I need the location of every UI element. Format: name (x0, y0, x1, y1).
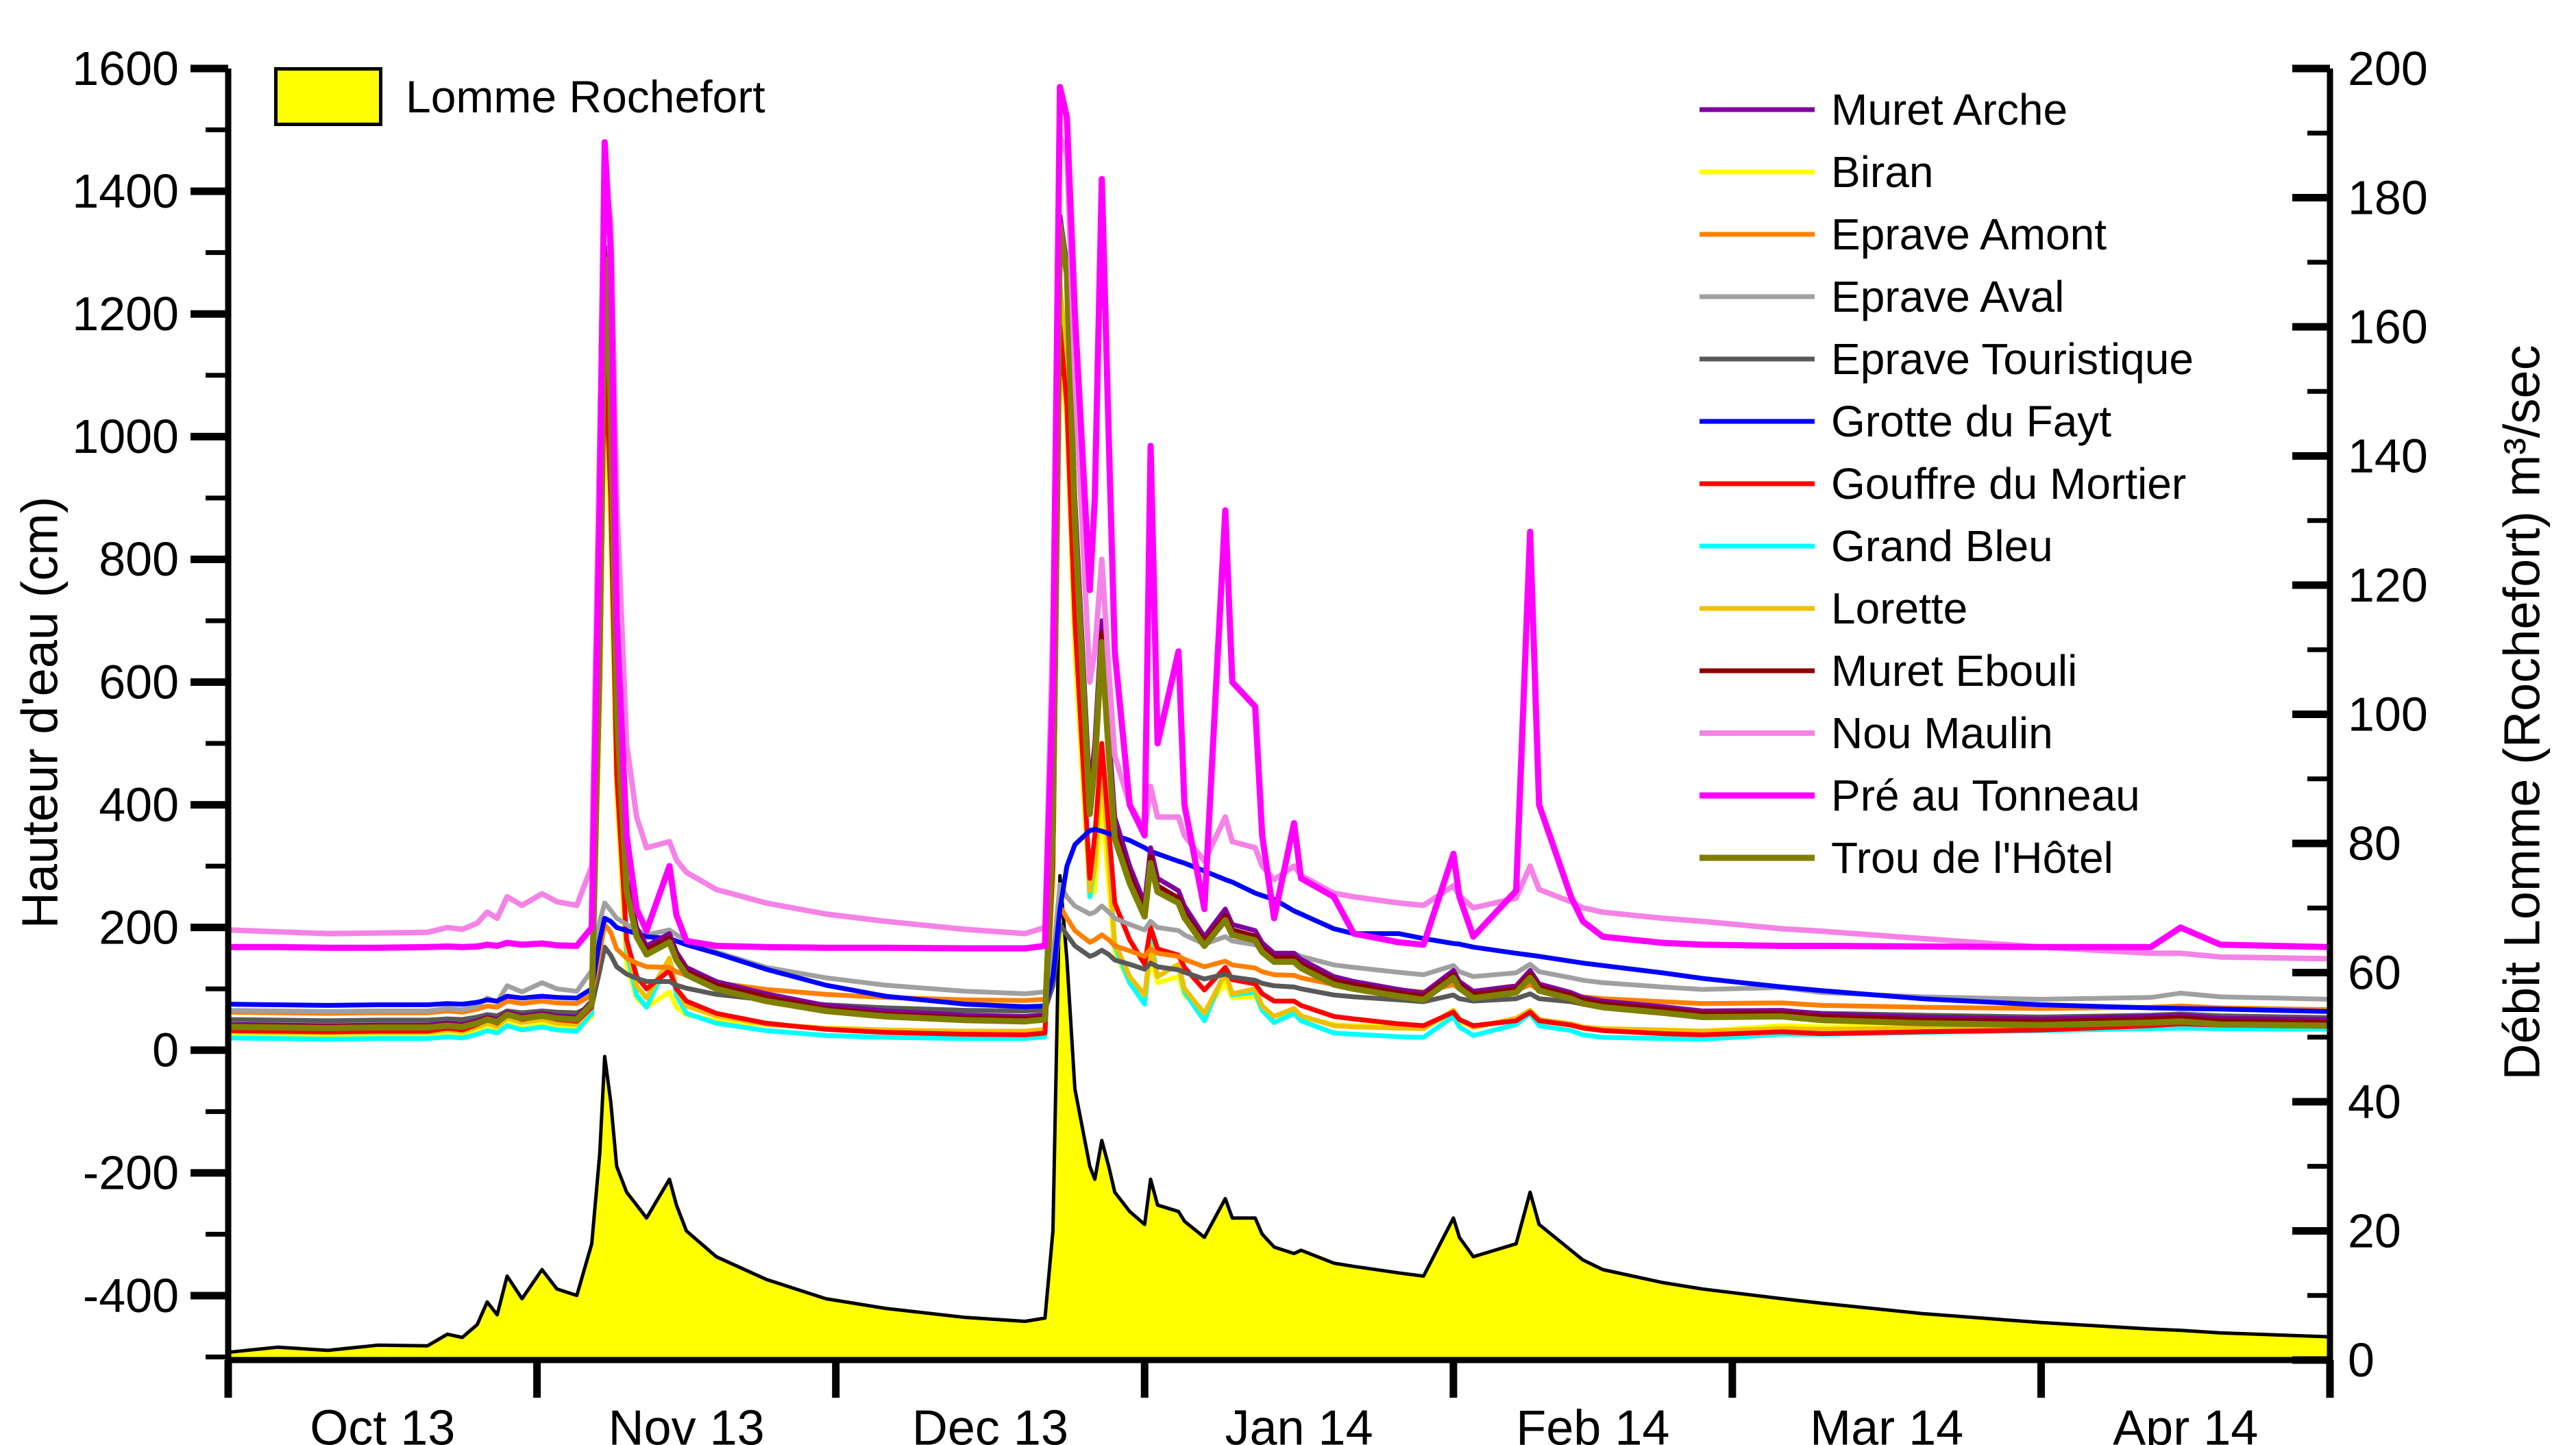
line-legend: Muret Arche Biran Eprave Amont Eprave Aval E… (1700, 85, 2194, 882)
x-axis-ticks: Oct 13 Nov 13 Dec 13 Jan 14 Feb 14 Mar 14 Apr … (224, 1360, 2334, 1445)
area-legend-swatch (274, 67, 382, 126)
y-right-tick-label: 80 (2348, 817, 2401, 870)
area-legend: Lomme Rochefort (274, 67, 765, 126)
y-right-tick-label: 200 (2348, 42, 2428, 95)
series-line-nou-maulin (225, 133, 2333, 962)
legend-item-grand-bleu: Grand Bleu (1700, 521, 2053, 571)
discharge-outline (228, 874, 2331, 1355)
x-axis-month-label: Dec 13 (912, 1400, 1068, 1445)
y-right-tick-label: 180 (2348, 171, 2428, 224)
x-axis-month-label: Mar 14 (1810, 1400, 1963, 1445)
x-axis-month-label: Feb 14 (1516, 1400, 1669, 1445)
legend-item-label: Nou Maulin (1831, 708, 2053, 758)
discharge-area (228, 876, 2330, 1360)
y-left-tick-label: -400 (83, 1269, 179, 1322)
series-line-pr-au-tonneau (225, 84, 2333, 952)
legend-item-label: Grotte du Fayt (1831, 397, 2111, 446)
legend-item-nou-maulin: Nou Maulin (1700, 708, 2053, 758)
legend-item-label: Eprave Touristique (1831, 334, 2194, 384)
y-left-tick-label: -200 (83, 1146, 179, 1200)
y-left-tick-label: 1600 (72, 42, 179, 95)
legend-item-eprave-touristique: Eprave Touristique (1700, 334, 2194, 384)
legend-item-label: Eprave Amont (1831, 210, 2107, 259)
y-left-tick-label: 0 (152, 1024, 179, 1077)
legend-item-gouffre-du-mortier: Gouffre du Mortier (1700, 459, 2186, 508)
y-left-tick-label: 1400 (72, 164, 179, 218)
legend-item-label: Grand Bleu (1831, 521, 2053, 571)
y-right-ticks: 0 20 40 60 80 100 120 140 160 180 200 (2292, 42, 2428, 1387)
y-left-ticks: -400 -200 0 200 400 600 800 1000 1200 1400 1600 (72, 42, 228, 1360)
x-axis-month-label: Oct 13 (310, 1400, 455, 1445)
y-left-tick-label: 600 (99, 655, 179, 708)
area-legend-label: Lomme Rochefort (406, 71, 765, 122)
legend-item-label: Muret Ebouli (1831, 646, 2077, 695)
legend-item-label: Trou de l'Hôtel (1831, 833, 2113, 882)
series-line-trou-de-l-h-tel (225, 221, 2333, 1031)
series-line-eprave-aval (225, 882, 2333, 1014)
y-left-tick-label: 200 (99, 900, 179, 954)
y-right-tick-label: 20 (2348, 1204, 2401, 1257)
legend-item-grotte-du-fayt: Grotte du Fayt (1700, 397, 2111, 446)
legend-item-eprave-aval: Eprave Aval (1700, 272, 2064, 321)
legend-item-trou-de-l-h-tel: Trou de l'Hôtel (1700, 833, 2113, 882)
series-lines-group (225, 84, 2333, 1042)
legend-item-pr-au-tonneau: Pré au Tonneau (1700, 771, 2140, 820)
legend-item-muret-ebouli: Muret Ebouli (1700, 646, 2077, 695)
y-right-tick-label: 120 (2348, 558, 2428, 612)
y-right-tick-label: 40 (2348, 1075, 2401, 1128)
y-left-tick-label: 1000 (72, 410, 179, 463)
legend-item-lorette: Lorette (1700, 584, 1967, 633)
discharge-area-group (228, 874, 2331, 1360)
x-axis-month-label: Apr 14 (2113, 1400, 2258, 1445)
y-left-tick-label: 1200 (72, 287, 179, 341)
legend-item-biran: Biran (1700, 147, 1933, 197)
legend-item-eprave-amont: Eprave Amont (1700, 210, 2107, 259)
legend-item-label: Lorette (1831, 584, 1967, 633)
series-line-grotte-du-fayt (225, 826, 2333, 1014)
x-axis-month-label: Nov 13 (609, 1400, 765, 1445)
y-right-tick-label: 140 (2348, 429, 2428, 482)
legend-item-label: Biran (1831, 147, 1933, 197)
y-left-tick-label: 400 (99, 778, 179, 831)
y-right-axis-title: Débit Lomme (Rochefort) m³/sec (2493, 345, 2551, 1080)
legend-item-muret-arche: Muret Arche (1700, 85, 2068, 134)
legend-item-label: Pré au Tonneau (1831, 771, 2140, 820)
y-right-tick-label: 100 (2348, 687, 2428, 741)
y-right-tick-label: 160 (2348, 300, 2428, 354)
y-left-tick-label: 800 (99, 532, 179, 586)
series-line-eprave-touristique (225, 922, 2333, 1024)
y-left-axis-title: Hauteur d'eau (cm) (11, 496, 69, 929)
y-right-tick-label: 60 (2348, 946, 2401, 999)
legend-item-label: Eprave Aval (1831, 272, 2064, 321)
x-axis-month-label: Jan 14 (1225, 1400, 1373, 1445)
legend-item-label: Muret Arche (1831, 85, 2068, 134)
legend-item-label: Gouffre du Mortier (1831, 459, 2186, 508)
y-right-tick-label: 0 (2348, 1333, 2375, 1387)
